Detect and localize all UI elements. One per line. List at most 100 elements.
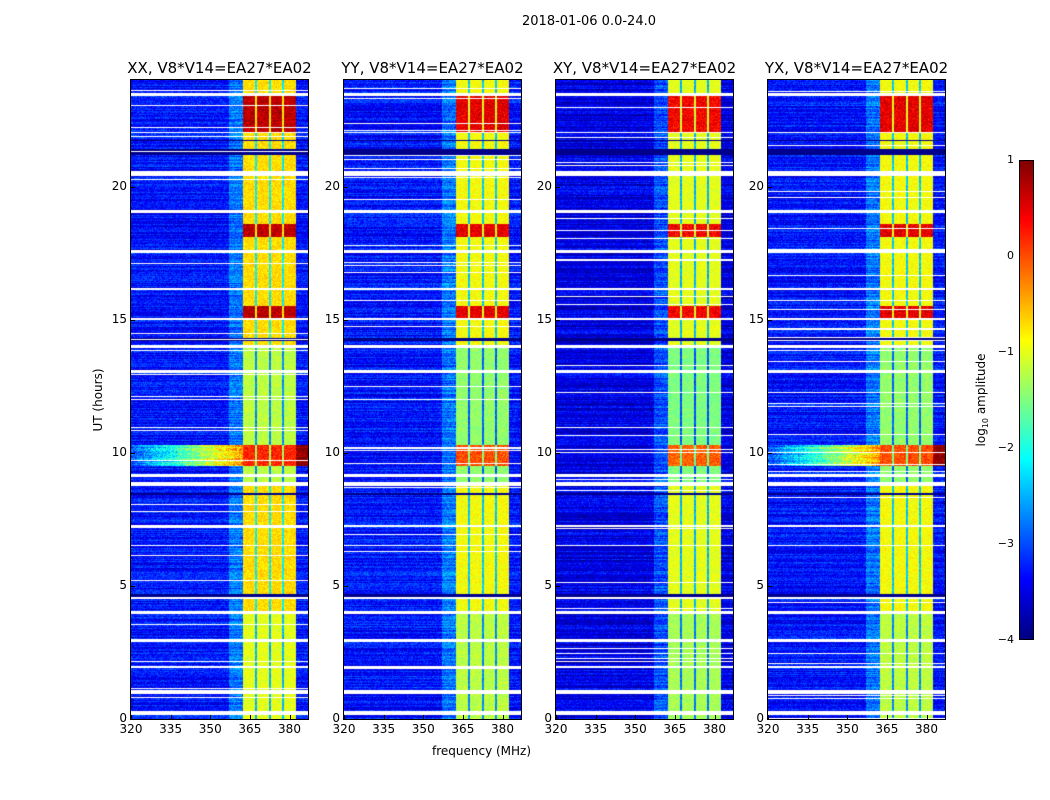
x-tick-mark — [289, 715, 291, 719]
colorbar-tick-label: 0 — [1007, 249, 1014, 262]
x-tick-label: 380 — [915, 722, 938, 736]
x-tick-label: 380 — [491, 722, 514, 736]
colorbar-tick-label: 1 — [1007, 153, 1014, 166]
panel-title: YX, V8*V14=EA27*EA02 — [764, 59, 949, 77]
x-tick-mark — [249, 715, 251, 719]
x-tick-label: 335 — [796, 722, 820, 736]
y-tick-mark — [344, 186, 348, 188]
x-tick-label: 380 — [278, 722, 301, 736]
y-tick-mark — [131, 319, 135, 321]
y-tick-label: 5 — [756, 577, 764, 592]
x-tick-label: 320 — [544, 722, 568, 736]
colorbar-label: log10 amplitude — [974, 354, 990, 447]
x-tick-mark — [344, 715, 345, 719]
x-tick-label: 350 — [835, 722, 859, 736]
y-tick-mark — [768, 186, 772, 188]
x-tick-mark — [847, 715, 849, 719]
y-tick-label: 15 — [748, 311, 764, 326]
heatmap-image — [556, 80, 733, 719]
y-tick-mark — [768, 719, 772, 720]
y-tick-label: 0 — [332, 711, 340, 725]
colorbar — [1019, 160, 1034, 640]
x-tick-label: 335 — [159, 722, 183, 736]
x-tick-mark — [595, 715, 597, 719]
x-tick-mark — [674, 715, 676, 719]
x-tick-label: 365 — [875, 722, 899, 736]
y-tick-label: 5 — [332, 577, 340, 592]
x-tick-label: 350 — [411, 722, 435, 736]
y-tick-mark — [344, 319, 348, 321]
x-tick-label: 380 — [703, 722, 726, 736]
colorbar-tick-label: −3 — [997, 537, 1014, 550]
y-tick-mark — [556, 719, 560, 720]
x-tick-label: 320 — [332, 722, 356, 736]
y-tick-mark — [344, 585, 348, 587]
x-tick-label: 335 — [584, 722, 608, 736]
y-tick-mark — [768, 319, 772, 321]
y-tick-mark — [556, 585, 560, 587]
figure-title: 2018-01-06 0.0-24.0 — [522, 14, 656, 29]
heatmap-panel — [767, 79, 946, 720]
colorbar-tick-label: −4 — [997, 633, 1014, 646]
y-axis-label: UT (hours) — [91, 368, 105, 432]
y-tick-mark — [556, 186, 560, 188]
y-tick-mark — [131, 585, 135, 587]
x-tick-label: 365 — [663, 722, 687, 736]
panel-title: XY, V8*V14=EA27*EA02 — [552, 59, 737, 77]
y-tick-mark — [344, 719, 348, 720]
heatmap-panel — [343, 79, 522, 720]
y-tick-label: 0 — [544, 711, 552, 725]
heatmap-image — [131, 80, 308, 719]
y-tick-mark — [344, 452, 348, 454]
x-tick-mark — [170, 715, 172, 719]
x-tick-mark — [807, 715, 809, 719]
y-tick-mark — [131, 186, 135, 188]
y-tick-mark — [768, 585, 772, 587]
y-tick-mark — [556, 452, 560, 454]
panel-title: YY, V8*V14=EA27*EA02 — [341, 59, 524, 77]
y-tick-label: 20 — [536, 178, 552, 193]
x-tick-mark — [423, 715, 425, 719]
x-axis-label: frequency (MHz) — [432, 744, 532, 758]
y-tick-label: 0 — [756, 711, 764, 725]
x-tick-mark — [131, 715, 132, 719]
y-tick-mark — [131, 719, 135, 720]
x-tick-mark — [210, 715, 212, 719]
heatmap-panel — [555, 79, 734, 720]
colorbar-tick-label: −1 — [997, 345, 1014, 358]
y-tick-label: 5 — [544, 577, 552, 592]
x-tick-label: 350 — [623, 722, 647, 736]
y-tick-label: 20 — [748, 178, 764, 193]
y-tick-label: 10 — [536, 444, 552, 459]
x-tick-label: 335 — [372, 722, 396, 736]
y-tick-label: 5 — [119, 577, 127, 592]
y-tick-label: 10 — [748, 444, 764, 459]
y-tick-mark — [556, 319, 560, 321]
x-tick-mark — [768, 715, 769, 719]
y-tick-label: 20 — [324, 178, 340, 193]
y-tick-mark — [131, 452, 135, 454]
heatmap-panel — [130, 79, 309, 720]
x-tick-mark — [462, 715, 464, 719]
x-tick-label: 320 — [119, 722, 143, 736]
x-tick-label: 365 — [238, 722, 262, 736]
x-tick-mark — [714, 715, 716, 719]
heatmap-image — [344, 80, 521, 719]
x-tick-mark — [556, 715, 557, 719]
colorbar-label-sub: 10 — [981, 417, 991, 429]
x-tick-mark — [926, 715, 928, 719]
colorbar-label-log: log — [973, 428, 988, 447]
y-tick-label: 15 — [111, 311, 127, 326]
y-tick-label: 15 — [536, 311, 552, 326]
x-tick-label: 365 — [451, 722, 475, 736]
y-tick-label: 10 — [324, 444, 340, 459]
y-tick-label: 10 — [111, 444, 127, 459]
colorbar-label-rest: amplitude — [973, 353, 988, 418]
y-tick-mark — [768, 452, 772, 454]
heatmap-image — [768, 80, 945, 719]
x-tick-label: 320 — [756, 722, 780, 736]
x-tick-mark — [635, 715, 637, 719]
y-tick-label: 15 — [324, 311, 340, 326]
x-tick-mark — [886, 715, 888, 719]
panel-title: XX, V8*V14=EA27*EA02 — [127, 59, 312, 77]
